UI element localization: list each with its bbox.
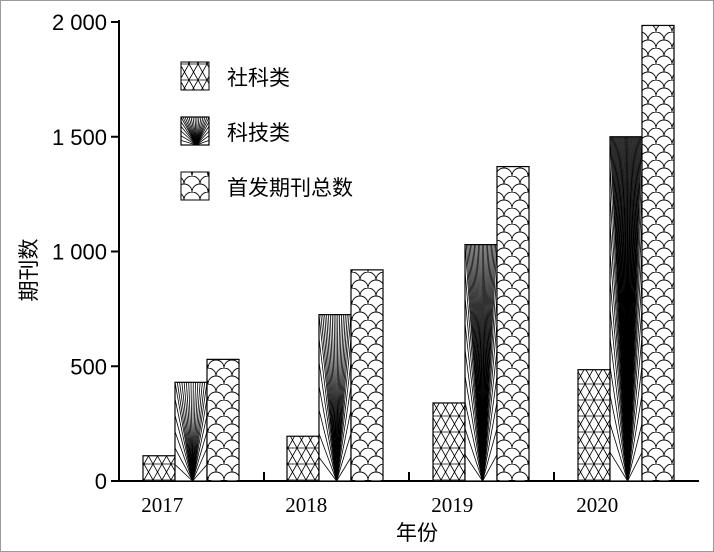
x-tick-label: 2020 bbox=[576, 493, 618, 517]
x-axis-title: 年份 bbox=[396, 521, 438, 545]
y-tick-label: 0 bbox=[95, 469, 107, 494]
bars bbox=[142, 24, 675, 482]
x-tick-label: 2017 bbox=[141, 493, 183, 517]
y-tick-label: 500 bbox=[70, 354, 107, 379]
legend-label-science-tech: 科技类 bbox=[227, 121, 290, 145]
y-axis-title: 期刊数 bbox=[17, 239, 41, 302]
bar-first-issue-total-2017 bbox=[206, 358, 240, 482]
bar-science-tech-2018 bbox=[318, 314, 352, 482]
legend-label-social-science: 社科类 bbox=[227, 66, 290, 90]
y-tick-label: 1 500 bbox=[52, 125, 107, 150]
y-axis-ticks: 0 500 1 000 1 500 2 000 bbox=[52, 10, 119, 494]
bar-science-tech-2019 bbox=[464, 244, 498, 482]
legend-label-first-issue-total: 首发期刊总数 bbox=[227, 176, 353, 200]
x-axis-ticks: 2017 2018 2019 2020 bbox=[141, 472, 618, 517]
legend-item-first-issue-total: 首发期刊总数 bbox=[180, 171, 353, 201]
bar-first-issue-total-2018 bbox=[350, 269, 384, 482]
x-tick-label: 2018 bbox=[285, 493, 327, 517]
bar-social-science-2020 bbox=[577, 369, 611, 482]
y-tick-label: 1 000 bbox=[52, 240, 107, 265]
legend-item-science-tech: 科技类 bbox=[180, 116, 290, 146]
bar-first-issue-total-2020 bbox=[641, 24, 675, 482]
legend-item-social-science: 社科类 bbox=[180, 61, 290, 91]
bar-science-tech-2017 bbox=[174, 381, 208, 482]
legend-swatch-social-science bbox=[180, 61, 210, 91]
legend-swatch-first-issue-total bbox=[180, 171, 210, 201]
x-tick-label: 2019 bbox=[431, 493, 473, 517]
legend-swatch-science-tech bbox=[180, 116, 210, 146]
bar-social-science-2018 bbox=[286, 435, 320, 482]
bar-science-tech-2020 bbox=[609, 136, 643, 482]
bar-social-science-2017 bbox=[142, 455, 176, 482]
y-tick-label: 2 000 bbox=[52, 10, 107, 35]
bar-first-issue-total-2019 bbox=[496, 165, 530, 482]
bar-social-science-2019 bbox=[432, 402, 466, 482]
legend: 社科类 科技类 首发期刊总数 bbox=[180, 61, 353, 201]
